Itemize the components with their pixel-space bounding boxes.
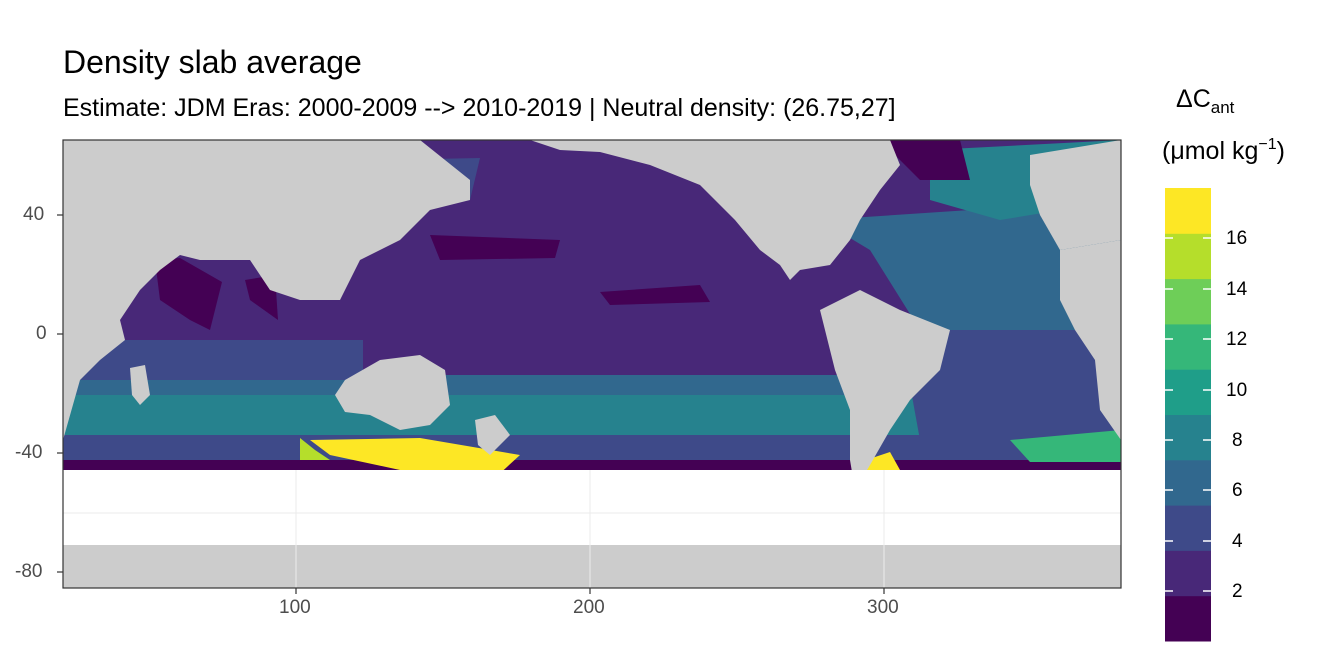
y-tick-label: 0 <box>36 323 47 344</box>
legend-title-variable: ΔCant <box>1176 85 1234 118</box>
chart-title: Density slab average <box>63 44 362 80</box>
legend-tick-label: 6 <box>1232 480 1243 501</box>
legend-color-segment <box>1165 595 1211 642</box>
legend-color-segment <box>1165 459 1211 506</box>
legend-color-segment <box>1165 278 1211 325</box>
legend-color-segment <box>1165 414 1211 461</box>
antarctica <box>63 545 1121 588</box>
legend-tick-label: 14 <box>1226 279 1248 300</box>
y-tick-label: 40 <box>23 204 45 225</box>
south-atlantic-region <box>900 330 1121 440</box>
arabian-sea-low <box>155 258 222 330</box>
chart-subtitle: Estimate: JDM Eras: 2000-2009 --> 2010-2… <box>63 94 896 122</box>
legend-tick-label: 12 <box>1226 329 1248 350</box>
y-tick-label: -40 <box>15 442 43 463</box>
legend-colorbar <box>1165 188 1211 642</box>
legend-color-segment <box>1165 550 1211 597</box>
x-tick-label: 300 <box>867 597 899 618</box>
legend-tick-label: 8 <box>1232 430 1243 451</box>
legend-tick-label: 2 <box>1232 581 1243 602</box>
legend-unit-close: ) <box>1276 137 1285 165</box>
north-atlantic-region <box>820 200 1121 330</box>
legend-title-subscript: ant <box>1210 98 1235 117</box>
y-tick-label: -80 <box>15 561 43 582</box>
legend-tick-label: 4 <box>1232 531 1243 552</box>
tasman-hotspot <box>310 438 520 478</box>
map-layers <box>63 140 1121 588</box>
legend-color-segment <box>1165 323 1211 370</box>
labrador-low <box>880 140 970 180</box>
legend-title-main: ΔC <box>1176 85 1211 113</box>
legend-title-unit: (μmol kg−1) <box>1162 136 1285 166</box>
x-tick-label: 100 <box>279 597 311 618</box>
no-data <box>63 470 1121 560</box>
north-pacific-low <box>430 235 560 260</box>
legend-tick-label: 10 <box>1226 380 1248 401</box>
axis-ticks <box>57 214 885 594</box>
legend-color-segment <box>1165 233 1211 280</box>
legend-tick-marks <box>1165 237 1211 592</box>
legend-color-segment <box>1165 369 1211 415</box>
panel-border <box>62 139 1122 589</box>
legend-tick-label: 16 <box>1226 228 1248 249</box>
legend-unit-open: (μmol kg <box>1162 137 1259 165</box>
eastern-pacific-low <box>600 285 710 305</box>
legend-unit-superscript: −1 <box>1258 136 1277 153</box>
legend-color-segment <box>1165 188 1211 234</box>
hotspot-edge <box>300 438 330 460</box>
south-atlantic-hotspot <box>1010 430 1121 462</box>
x-tick-label: 200 <box>573 597 605 618</box>
gridlines <box>63 470 1121 588</box>
legend-color-segment <box>1165 505 1211 551</box>
